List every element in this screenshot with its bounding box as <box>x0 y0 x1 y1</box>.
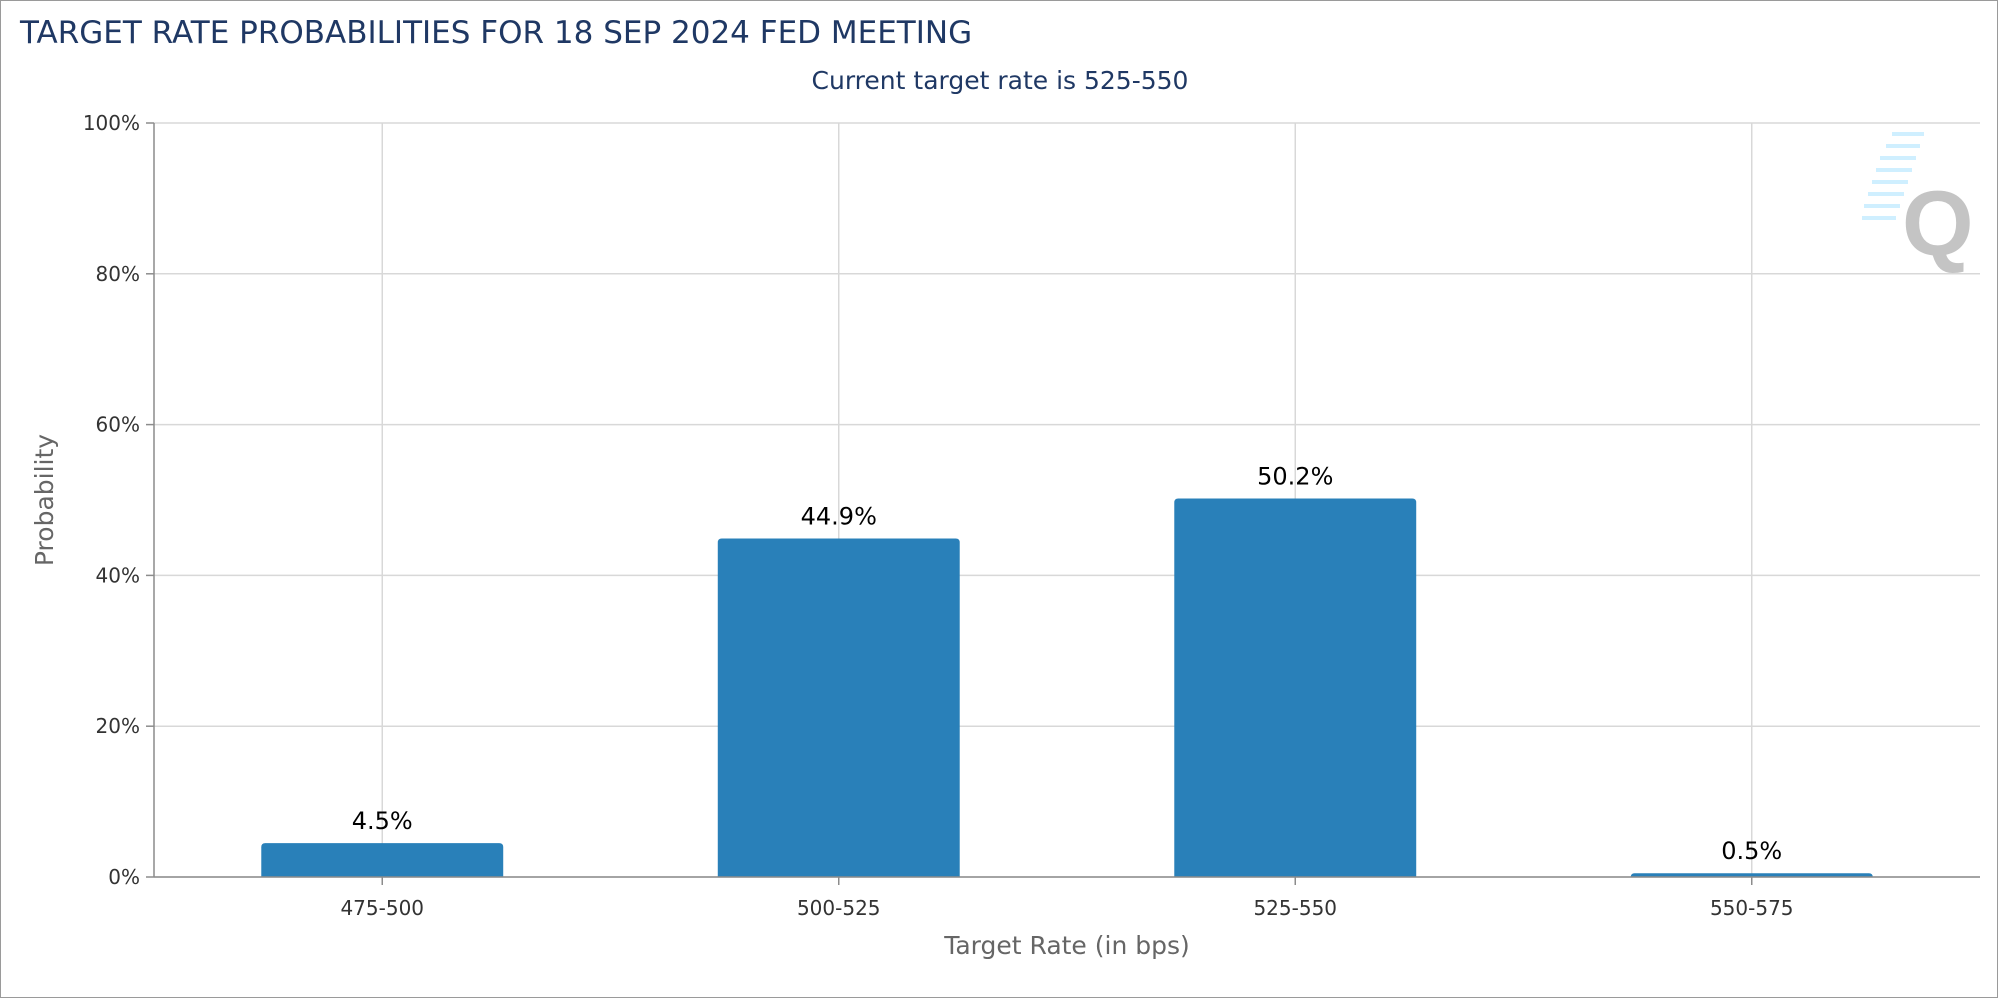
y-axis-ticks: 0% 20% 40% 60% 80% 100% <box>83 111 154 889</box>
y-tick-label: 100% <box>83 111 140 135</box>
bar-475-500 <box>261 843 504 877</box>
data-labels: 4.5% 44.9% 50.2% 0.5% <box>352 462 1782 865</box>
x-axis-ticks: 475-500 500-525 525-550 550-575 <box>340 877 1794 920</box>
data-label-475-500: 4.5% <box>352 807 413 835</box>
x-axis-title: Target Rate (in bps) <box>943 931 1190 960</box>
watermark-q-glyph: Q <box>1902 173 1974 275</box>
x-tick-label: 550-575 <box>1710 896 1794 920</box>
watermark-logo: Q <box>1862 132 1974 275</box>
chart-title: TARGET RATE PROBABILITIES FOR 18 SEP 202… <box>19 15 972 51</box>
y-tick-label: 60% <box>96 413 140 437</box>
x-tick-label: 500-525 <box>797 896 881 920</box>
x-tick-label: 475-500 <box>340 896 424 920</box>
bar-series <box>261 498 1873 877</box>
bar-525-550 <box>1174 498 1417 877</box>
x-gridlines <box>381 123 1753 877</box>
y-gridlines <box>154 122 1980 878</box>
bar-550-575 <box>1630 873 1873 877</box>
y-axis-title: Probability <box>30 434 59 566</box>
bar-500-525 <box>717 538 960 877</box>
data-label-550-575: 0.5% <box>1721 837 1782 865</box>
x-tick-label: 525-550 <box>1253 896 1337 920</box>
chart-subtitle: Current target rate is 525-550 <box>812 66 1189 95</box>
y-tick-label: 80% <box>96 262 140 286</box>
data-label-525-550: 50.2% <box>1257 462 1333 490</box>
y-tick-label: 0% <box>108 865 140 889</box>
y-tick-label: 40% <box>96 563 140 587</box>
data-label-500-525: 44.9% <box>801 502 877 530</box>
y-tick-label: 20% <box>96 714 140 738</box>
